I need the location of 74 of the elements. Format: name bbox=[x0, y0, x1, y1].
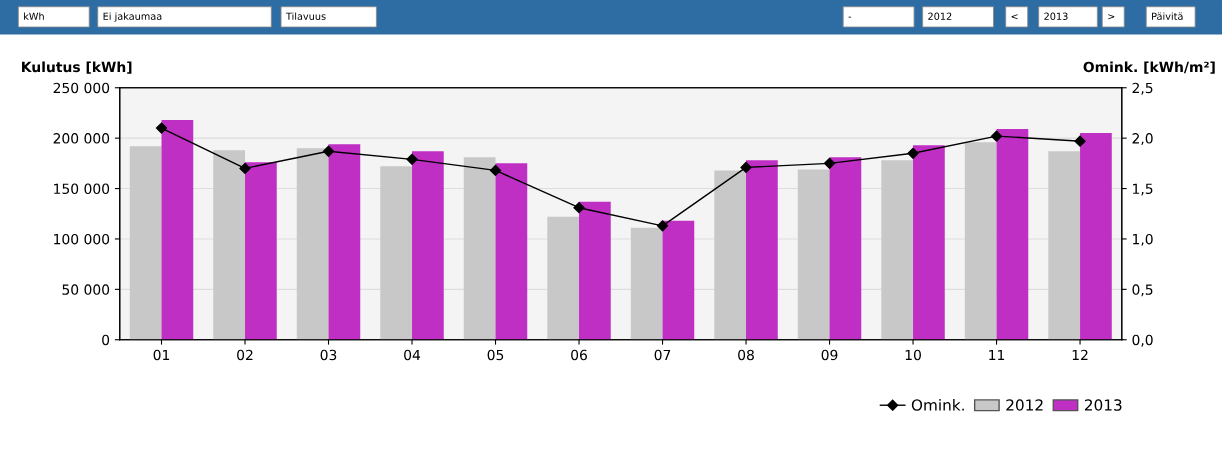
bar bbox=[412, 151, 444, 340]
y2-tick-label: 2,0 bbox=[1132, 133, 1153, 146]
x-tick-label: 02 bbox=[237, 349, 253, 361]
text: - bbox=[848, 16, 852, 18]
bar bbox=[996, 129, 1029, 340]
x-tick-label: 10 bbox=[905, 349, 921, 361]
point bbox=[656, 220, 669, 232]
text: 2012 bbox=[928, 12, 952, 20]
y2-tick-label: 0,5 bbox=[1132, 284, 1153, 297]
bar bbox=[881, 160, 914, 340]
legend-label: 2013 bbox=[1084, 399, 1122, 411]
bar bbox=[129, 146, 162, 340]
bar bbox=[328, 144, 361, 340]
point bbox=[573, 202, 585, 214]
bar bbox=[161, 120, 194, 340]
legend-label: Omink. bbox=[911, 398, 964, 411]
x-tick-label: 01 bbox=[153, 349, 170, 361]
y-axis-title: Kulutus [kWh] bbox=[22, 61, 132, 74]
x-tick-label: 07 bbox=[654, 349, 671, 361]
bar bbox=[245, 162, 277, 340]
x-tick-label: 04 bbox=[404, 349, 421, 361]
y-tick-label: 0 bbox=[102, 334, 110, 346]
y-tick-label: 50 000 bbox=[62, 284, 110, 295]
y2-axis-title: Omink. [kWh/m²] bbox=[1083, 61, 1215, 74]
bar bbox=[1048, 151, 1081, 340]
y-tick-label: 250 000 bbox=[53, 82, 110, 94]
bar bbox=[964, 142, 997, 340]
text: Tilavuus bbox=[285, 12, 326, 20]
bar bbox=[380, 166, 413, 340]
y-tick-label: 100 000 bbox=[54, 233, 110, 245]
bar bbox=[913, 145, 945, 340]
bar bbox=[1080, 133, 1112, 340]
x-tick-label: 03 bbox=[320, 349, 337, 361]
point bbox=[239, 162, 251, 174]
point bbox=[990, 130, 1003, 142]
y-tick-label: 150 000 bbox=[54, 183, 110, 195]
y2-tick-label: 1,0 bbox=[1133, 233, 1153, 246]
text: Ei jakaumaa bbox=[103, 12, 162, 22]
text: > bbox=[1108, 14, 1115, 20]
y-tick-label: 200 000 bbox=[53, 133, 110, 144]
bar bbox=[213, 150, 246, 340]
bar bbox=[547, 216, 580, 340]
point bbox=[322, 145, 335, 157]
text: < bbox=[1011, 14, 1018, 20]
x-tick-label: 09 bbox=[821, 349, 838, 361]
bar bbox=[829, 157, 862, 340]
y2-tick-label: 0,0 bbox=[1132, 334, 1153, 347]
point bbox=[155, 122, 168, 134]
point bbox=[907, 147, 919, 159]
x-tick-label: 05 bbox=[487, 349, 504, 361]
point bbox=[1074, 135, 1086, 147]
point bbox=[406, 153, 418, 165]
y2-tick-label: 1,5 bbox=[1133, 183, 1153, 196]
text: kWh bbox=[24, 12, 44, 20]
bar bbox=[463, 157, 496, 340]
bar bbox=[662, 220, 695, 340]
bar bbox=[630, 227, 663, 340]
text: Päivitä bbox=[1152, 12, 1183, 20]
legend-label: 2012 bbox=[1006, 399, 1043, 411]
x-tick-label: 11 bbox=[989, 349, 1005, 361]
x-tick-label: 12 bbox=[1072, 349, 1088, 361]
bar bbox=[579, 201, 611, 340]
point bbox=[740, 161, 752, 173]
bar bbox=[797, 169, 830, 340]
bar bbox=[495, 163, 528, 340]
x-tick-label: 06 bbox=[571, 349, 587, 361]
point bbox=[823, 157, 836, 169]
text: 2013 bbox=[1044, 12, 1068, 20]
point bbox=[489, 164, 502, 177]
y2-tick-label: 2,5 bbox=[1132, 82, 1153, 95]
x-tick-label: 08 bbox=[738, 349, 754, 361]
bar bbox=[296, 148, 329, 340]
bar bbox=[714, 170, 747, 340]
bar bbox=[746, 160, 778, 340]
